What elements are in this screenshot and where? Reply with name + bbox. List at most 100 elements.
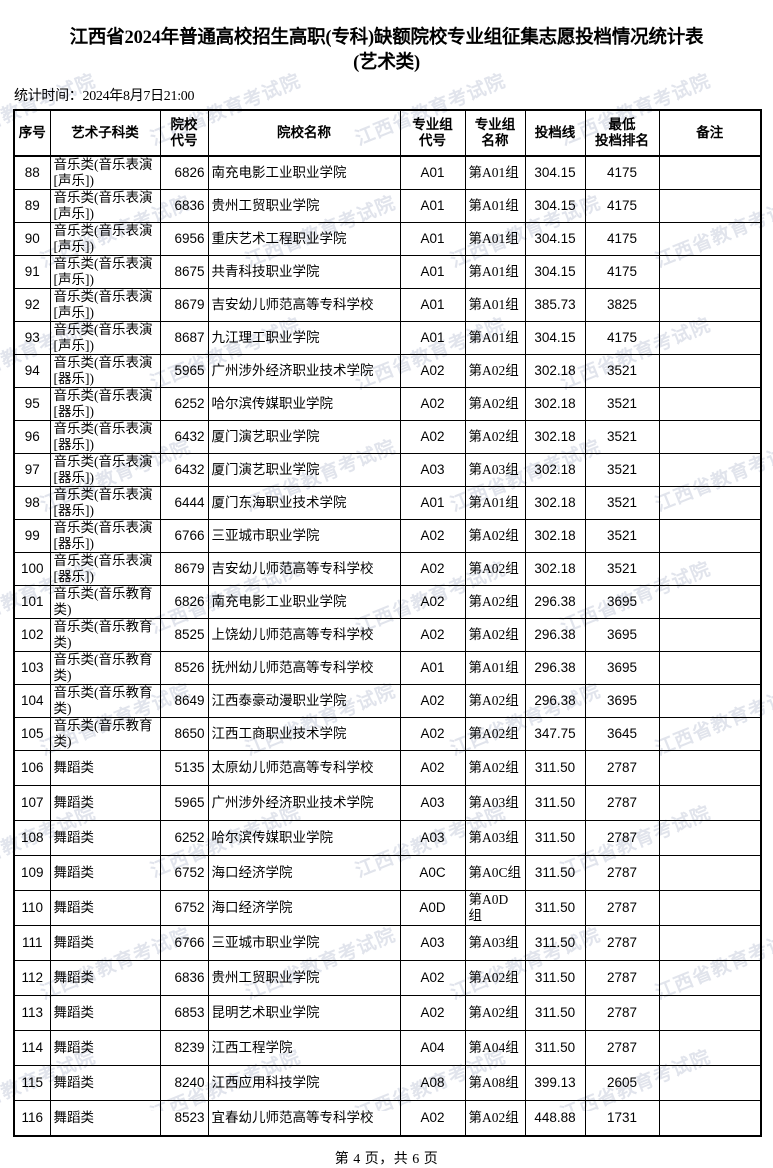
cell-remark xyxy=(658,1030,762,1066)
table-header: 序号 艺术子科类 院校 代号 院校名称 专业组 代号 专业组 名称 投档线 最低 投档排… xyxy=(13,109,762,157)
cell-score-line: 302.18 xyxy=(524,387,586,421)
cell-school-code: 8679 xyxy=(159,552,209,586)
cell-group-name: 第A02组 xyxy=(464,717,526,751)
cell-school-name: 贵州工贸职业学院 xyxy=(207,189,401,223)
cell-school-name: 南充电影工业职业学院 xyxy=(207,155,401,190)
cell-lowest-rank: 3521 xyxy=(584,486,660,520)
cell-school-code: 6252 xyxy=(159,820,209,856)
cell-lowest-rank: 3521 xyxy=(584,453,660,487)
cell-school-code: 6766 xyxy=(159,519,209,553)
cell-school-name: 吉安幼儿师范高等专科学校 xyxy=(207,552,401,586)
cell-group-name: 第A01组 xyxy=(464,255,526,289)
cell-index: 97 xyxy=(13,453,51,487)
cell-group-name: 第A01组 xyxy=(464,486,526,520)
cell-group-name: 第A04组 xyxy=(464,1030,526,1066)
cell-school-name: 江西工商职业技术学院 xyxy=(207,717,401,751)
table-row: 113 舞蹈类 6853 昆明艺术职业学院 A02 第A02组 311.50 2787 xyxy=(13,995,762,1031)
table-row: 104 音乐类(音乐教育类) 8649 江西泰豪动漫职业学院 A02 第A02组 296.3… xyxy=(13,684,762,718)
cell-remark xyxy=(658,453,762,487)
admission-table: 序号 艺术子科类 院校 代号 院校名称 专业组 代号 专业组 名称 投档线 最低 投档排… xyxy=(13,109,762,1137)
cell-school-name: 海口经济学院 xyxy=(207,890,401,926)
cell-school-name: 共青科技职业学院 xyxy=(207,255,401,289)
cell-school-code: 5135 xyxy=(159,750,209,786)
column-header-group-code: 专业组 代号 xyxy=(399,109,466,157)
cell-subcategory: 舞蹈类 xyxy=(49,1065,161,1101)
cell-lowest-rank: 4175 xyxy=(584,155,660,190)
cell-group-code: A01 xyxy=(399,288,466,322)
cell-index: 92 xyxy=(13,288,51,322)
cell-lowest-rank: 4175 xyxy=(584,321,660,355)
table-row: 89 音乐类(音乐表演[声乐]) 6836 贵州工贸职业学院 A01 第A01组 304.1… xyxy=(13,189,762,223)
table-row: 114 舞蹈类 8239 江西工程学院 A04 第A04组 311.50 2787 xyxy=(13,1030,762,1066)
cell-group-code: A02 xyxy=(399,717,466,751)
cell-score-line: 311.50 xyxy=(524,750,586,786)
cell-group-code: A02 xyxy=(399,995,466,1031)
cell-school-code: 5965 xyxy=(159,785,209,821)
cell-subcategory: 舞蹈类 xyxy=(49,925,161,961)
cell-school-name: 广州涉外经济职业技术学院 xyxy=(207,354,401,388)
cell-school-code: 8240 xyxy=(159,1065,209,1101)
column-header-subcategory: 艺术子科类 xyxy=(49,109,161,157)
cell-score-line: 311.50 xyxy=(524,785,586,821)
cell-score-line: 311.50 xyxy=(524,855,586,891)
cell-group-name: 第A02组 xyxy=(464,995,526,1031)
cell-score-line: 311.50 xyxy=(524,925,586,961)
cell-school-code: 8525 xyxy=(159,618,209,652)
cell-group-code: A03 xyxy=(399,925,466,961)
cell-subcategory: 音乐类(音乐教育类) xyxy=(49,651,161,685)
cell-group-name: 第A02组 xyxy=(464,618,526,652)
cell-school-code: 8650 xyxy=(159,717,209,751)
cell-subcategory: 音乐类(音乐教育类) xyxy=(49,585,161,619)
cell-lowest-rank: 2787 xyxy=(584,855,660,891)
column-header-school-code: 院校 代号 xyxy=(159,109,209,157)
cell-group-code: A01 xyxy=(399,651,466,685)
cell-remark xyxy=(658,288,762,322)
cell-index: 102 xyxy=(13,618,51,652)
cell-school-name: 贵州工贸职业学院 xyxy=(207,960,401,996)
cell-school-name: 吉安幼儿师范高等专科学校 xyxy=(207,288,401,322)
cell-lowest-rank: 2605 xyxy=(584,1065,660,1101)
cell-index: 89 xyxy=(13,189,51,223)
cell-school-code: 6836 xyxy=(159,960,209,996)
cell-group-code: A0C xyxy=(399,855,466,891)
cell-school-name: 抚州幼儿师范高等专科学校 xyxy=(207,651,401,685)
cell-subcategory: 音乐类(音乐表演[器乐]) xyxy=(49,519,161,553)
cell-index: 101 xyxy=(13,585,51,619)
cell-group-name: 第A02组 xyxy=(464,354,526,388)
cell-school-code: 6853 xyxy=(159,995,209,1031)
cell-subcategory: 舞蹈类 xyxy=(49,820,161,856)
table-row: 97 音乐类(音乐表演[器乐]) 6432 厦门演艺职业学院 A03 第A03组 302.1… xyxy=(13,453,762,487)
cell-lowest-rank: 1731 xyxy=(584,1100,660,1136)
cell-subcategory: 音乐类(音乐表演[器乐]) xyxy=(49,552,161,586)
cell-subcategory: 音乐类(音乐教育类) xyxy=(49,717,161,751)
cell-group-name: 第A01组 xyxy=(464,321,526,355)
cell-school-name: 重庆艺术工程职业学院 xyxy=(207,222,401,256)
cell-group-code: A01 xyxy=(399,189,466,223)
cell-subcategory: 舞蹈类 xyxy=(49,995,161,1031)
cell-group-name: 第A03组 xyxy=(464,925,526,961)
cell-subcategory: 舞蹈类 xyxy=(49,750,161,786)
cell-index: 90 xyxy=(13,222,51,256)
cell-lowest-rank: 2787 xyxy=(584,960,660,996)
cell-school-code: 6752 xyxy=(159,890,209,926)
cell-school-code: 6252 xyxy=(159,387,209,421)
table-row: 99 音乐类(音乐表演[器乐]) 6766 三亚城市职业学院 A02 第A02组 302.1… xyxy=(13,519,762,553)
cell-score-line: 304.15 xyxy=(524,321,586,355)
cell-school-code: 8239 xyxy=(159,1030,209,1066)
cell-score-line: 448.88 xyxy=(524,1100,586,1136)
column-header-group-name: 专业组 名称 xyxy=(464,109,526,157)
cell-group-name: 第A02组 xyxy=(464,1100,526,1136)
cell-school-name: 三亚城市职业学院 xyxy=(207,519,401,553)
cell-lowest-rank: 3521 xyxy=(584,420,660,454)
cell-remark xyxy=(658,855,762,891)
cell-lowest-rank: 3521 xyxy=(584,387,660,421)
table-row: 106 舞蹈类 5135 太原幼儿师范高等专科学校 A02 第A02组 311.50 2787 xyxy=(13,750,762,786)
cell-school-name: 上饶幼儿师范高等专科学校 xyxy=(207,618,401,652)
cell-group-code: A02 xyxy=(399,960,466,996)
cell-subcategory: 舞蹈类 xyxy=(49,960,161,996)
cell-index: 106 xyxy=(13,750,51,786)
cell-score-line: 304.15 xyxy=(524,255,586,289)
cell-remark xyxy=(658,651,762,685)
cell-score-line: 311.50 xyxy=(524,820,586,856)
cell-remark xyxy=(658,354,762,388)
